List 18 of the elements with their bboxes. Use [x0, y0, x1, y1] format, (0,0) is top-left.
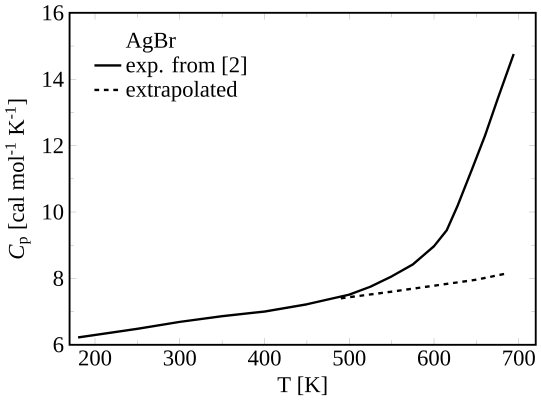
x-axis-title: T [K] [278, 376, 326, 395]
y-tick-label: 14 [43, 72, 64, 87]
legend-title: AgBr [126, 32, 176, 52]
line-series [76, 52, 515, 338]
x-tick-label: 600 [418, 350, 450, 366]
y-tick-label: 16 [43, 5, 64, 20]
x-tick-label: 500 [334, 350, 366, 366]
x-tick-label: 400 [248, 350, 281, 366]
x-tick-label: 700 [503, 350, 535, 366]
y-tick-label: 10 [43, 204, 64, 220]
y-tick-label: 12 [43, 138, 63, 153]
legend-label: exp. from [2] [126, 56, 246, 77]
legend-label: extrapolated [126, 80, 238, 102]
y-tick-label: 6 [54, 336, 64, 352]
y-tick-label: 8 [54, 270, 64, 286]
x-tick-label: 200 [79, 350, 112, 366]
y-axis-title: C$_{p}$ [cal mol$^{-1}$ K$^{-1}$] [5, 99, 31, 258]
x-tick-label: 300 [164, 350, 196, 366]
